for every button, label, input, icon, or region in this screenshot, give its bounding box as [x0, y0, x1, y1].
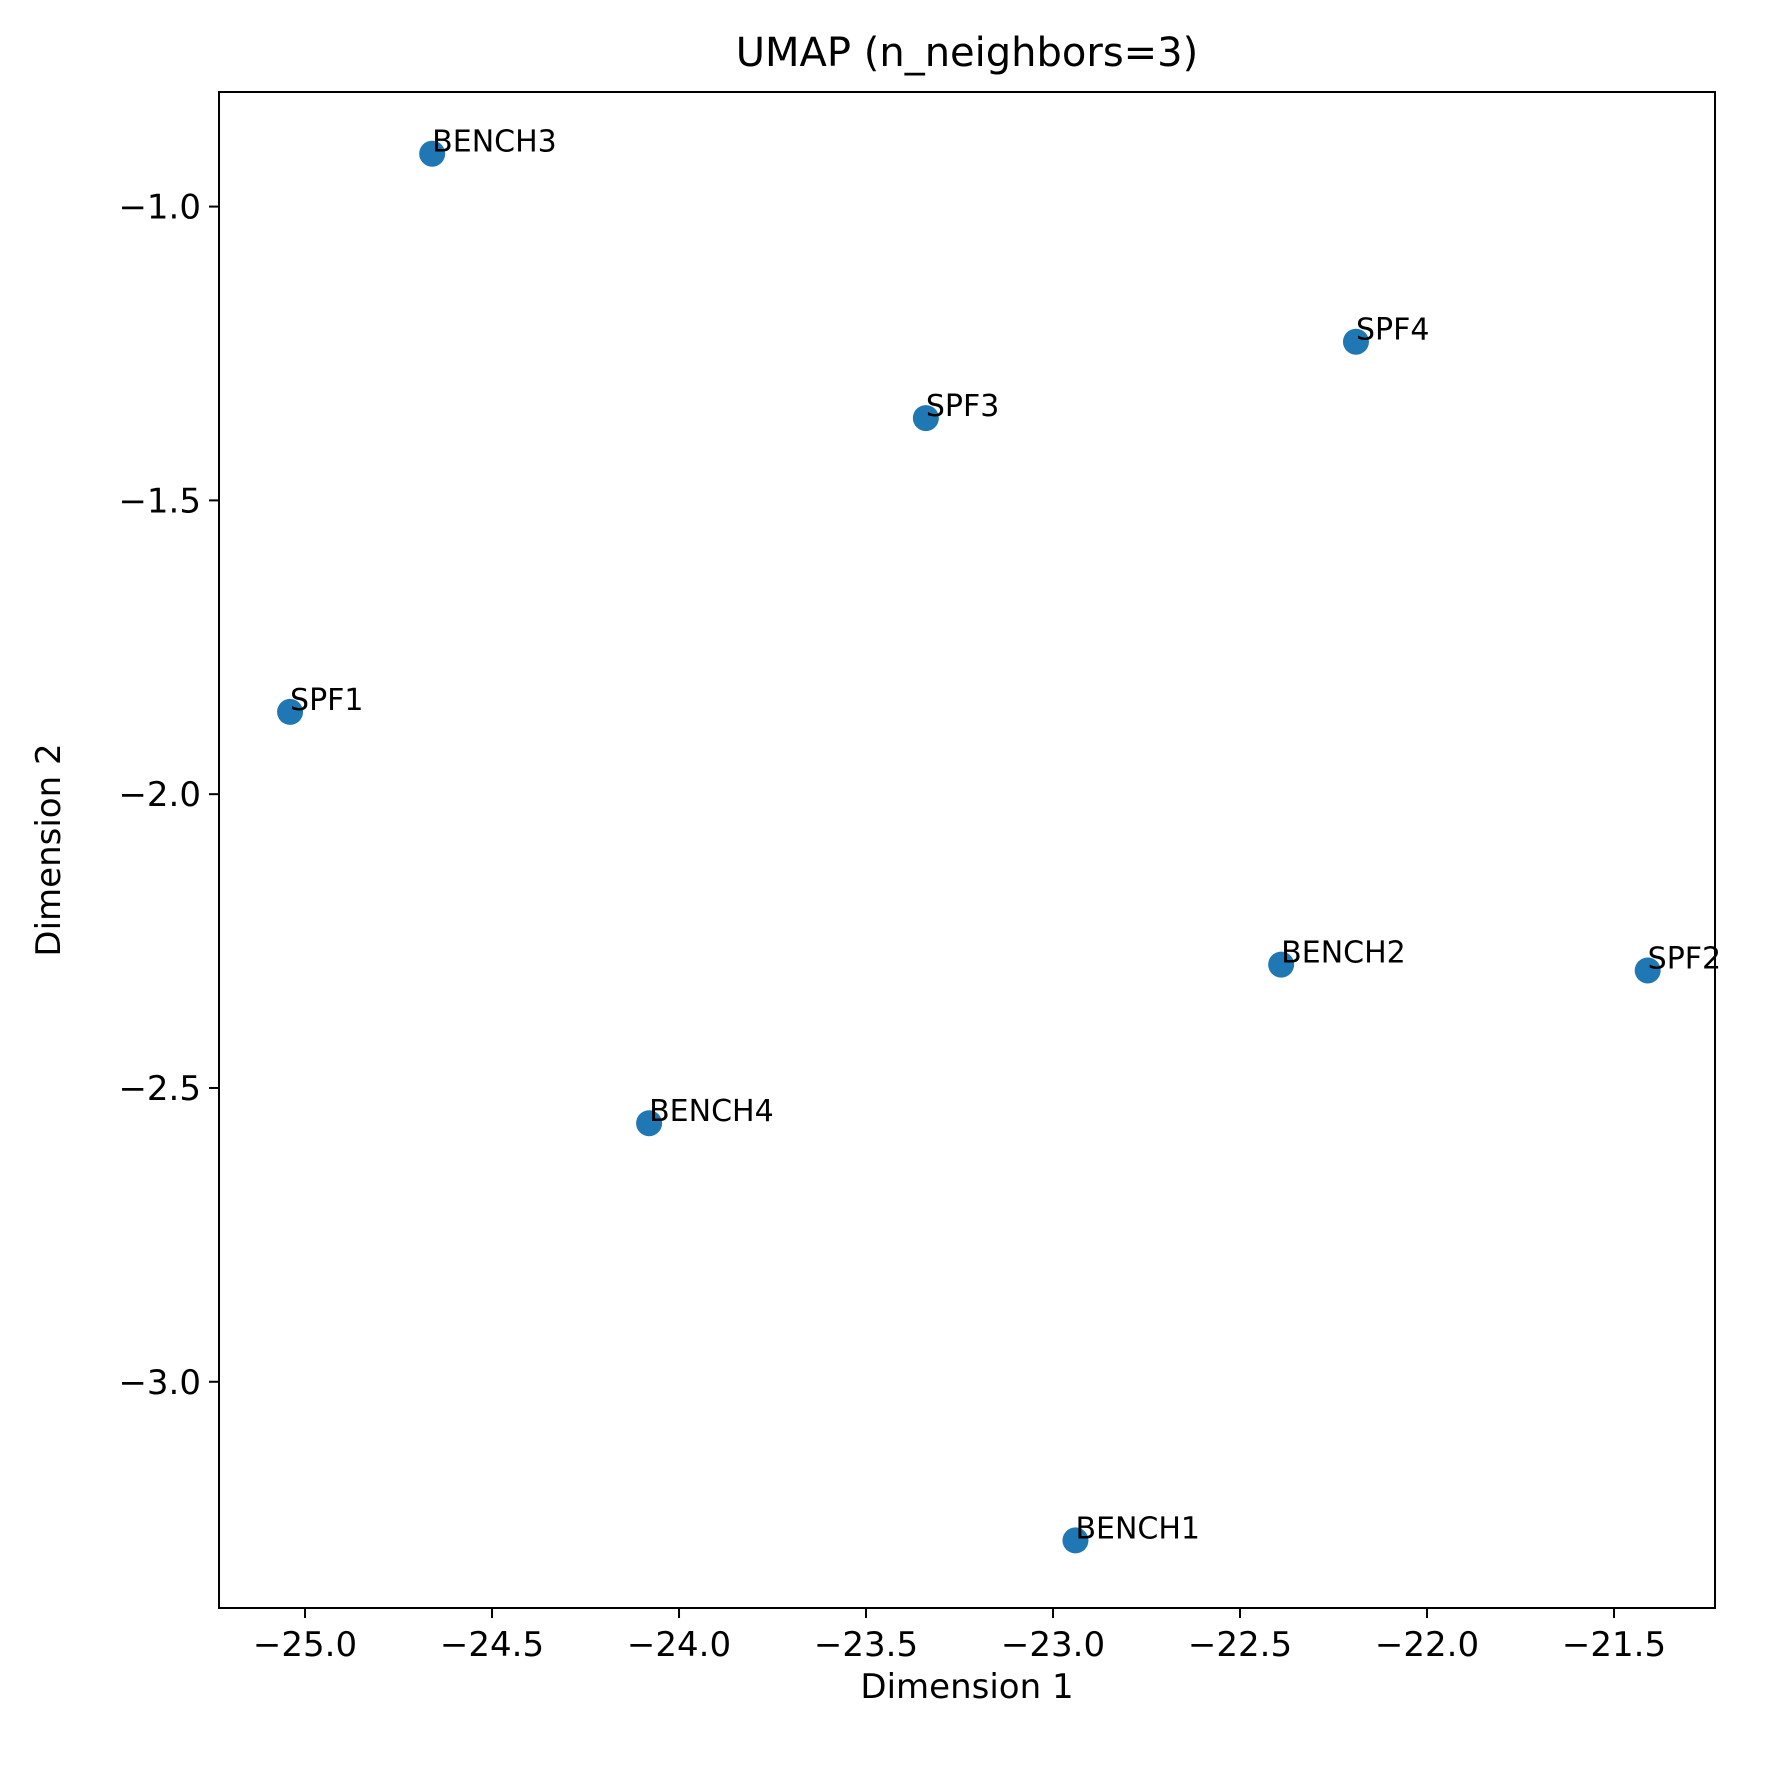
x-tick-label: −21.5: [1562, 1625, 1666, 1665]
y-tick-label: −3.0: [118, 1363, 201, 1403]
x-tick-label: −24.0: [627, 1625, 731, 1665]
scatter-point: [1342, 328, 1369, 355]
point-label: SPF1: [290, 683, 363, 718]
point-label: SPF3: [926, 389, 999, 424]
x-tick-label: −25.0: [253, 1625, 357, 1665]
point-label: BENCH3: [432, 125, 557, 160]
x-tick-label: −23.5: [814, 1625, 918, 1665]
point-labels: BENCH3 SPF4 SPF3 SPF1 BENCH2 SPF2 BENCH4 BENCH1: [290, 125, 1721, 1547]
y-tick-label: −1.5: [118, 481, 201, 521]
y-tick-label: −1.0: [118, 188, 201, 228]
x-tick-label: −22.5: [1188, 1625, 1292, 1665]
x-tick-label: −23.0: [1001, 1625, 1105, 1665]
y-axis-label: Dimension 2: [29, 743, 69, 956]
scatter-point: [277, 698, 304, 725]
point-label: BENCH2: [1281, 936, 1406, 971]
scatter-point: [1062, 1527, 1089, 1554]
scatter-point: [419, 140, 446, 167]
scatter-point: [1268, 951, 1295, 978]
plot-area-frame: [218, 91, 1716, 1609]
scatter-point: [636, 1110, 663, 1137]
point-label: BENCH4: [649, 1094, 774, 1129]
scatter-points: [277, 140, 1661, 1554]
x-tick-label: −22.0: [1375, 1625, 1479, 1665]
point-label: SPF2: [1648, 941, 1721, 976]
chart-title: UMAP (n_neighbors=3): [736, 30, 1198, 76]
scatter-point: [1634, 957, 1661, 984]
x-axis-ticks: −25.0 −24.5 −24.0 −23.5 −23.0 −22.5 −22.0 −21.5: [253, 1608, 1666, 1665]
y-tick-label: −2.0: [118, 775, 201, 815]
y-tick-label: −2.5: [118, 1069, 201, 1109]
x-axis-label: Dimension 1: [860, 1667, 1073, 1707]
y-axis-ticks: −1.0 −1.5 −2.0 −2.5 −3.0: [118, 188, 219, 1403]
point-label: BENCH1: [1075, 1511, 1200, 1546]
x-tick-label: −24.5: [440, 1625, 544, 1665]
point-label: SPF4: [1356, 313, 1429, 348]
scatter-point: [912, 405, 939, 432]
